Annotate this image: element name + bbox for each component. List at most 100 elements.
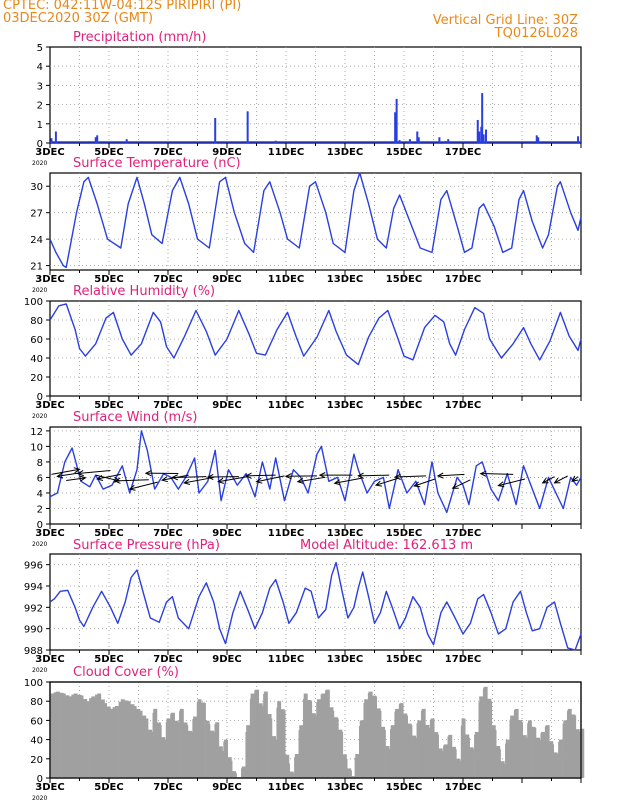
wind-arrow-head [296, 477, 304, 484]
wind-arrow-head [284, 473, 292, 480]
cloud-bar [505, 739, 510, 778]
precip-bar [94, 137, 97, 143]
cloud-bar [430, 718, 435, 778]
humidity-ytick-label: 40 [30, 354, 43, 365]
wind-arrow-head [318, 472, 326, 479]
wind-arrow-head [413, 481, 421, 488]
cloud-bar [241, 766, 246, 778]
temperature-ytick-label: 21 [30, 262, 43, 273]
humidity-ytick-label: 60 [30, 335, 43, 346]
cloud-bar [452, 749, 457, 778]
cloud-bar [470, 749, 475, 778]
temperature-xtick-label: 17DEC [445, 274, 481, 285]
cloud-bar [421, 708, 426, 778]
cloud-title: Cloud Cover (%) [73, 665, 179, 680]
wind-arrow-head [73, 467, 81, 474]
wind-arrow-head [255, 477, 263, 484]
cloud-bar [404, 715, 408, 778]
pressure-ytick-label: 990 [24, 625, 43, 636]
wind-xtick-label: 15DEC [386, 528, 422, 539]
temperature-year-label: 2020 [32, 287, 47, 294]
pressure-ytick-label: 988 [24, 646, 43, 657]
cloud-bar [148, 731, 153, 778]
cloud-bar [232, 773, 237, 778]
pressure-ytick-label: 992 [24, 603, 43, 614]
wind-arrow [256, 475, 285, 483]
precip-bar [50, 138, 53, 143]
cloud-bar [492, 730, 497, 778]
cloud-bar [368, 691, 373, 778]
cloud-bar [294, 754, 299, 778]
wind-arrow-head [144, 470, 152, 477]
cloud-bar [448, 734, 453, 778]
header-date: 03DEC2020 30Z (GMT) [3, 11, 154, 26]
humidity-ytick-label: 80 [30, 316, 43, 327]
cloud-bar [188, 731, 193, 778]
cloud-year-label: 2020 [32, 795, 47, 800]
wind-arrow-head [128, 484, 136, 491]
cloud-bar [53, 692, 58, 778]
cloud-bar [153, 708, 158, 778]
precip-bar [485, 129, 488, 143]
cloud-bar [510, 715, 515, 778]
cloud-bar [71, 694, 76, 778]
cloud-bar [179, 708, 184, 778]
temperature-line [49, 172, 582, 269]
cloud-bar [224, 739, 229, 778]
precip-bar [476, 119, 479, 143]
precip-bar [438, 137, 441, 143]
humidity-year-label: 2020 [32, 413, 47, 420]
cloud-bar [290, 773, 295, 778]
wind-arrow [57, 472, 82, 477]
cloud-bar [91, 696, 96, 778]
wind-xtick-label: 3DEC [35, 528, 64, 539]
cloud-bar [465, 737, 470, 778]
wind-arrow [297, 476, 325, 483]
cloud-bar [488, 701, 493, 778]
wind-xtick-label: 7DEC [153, 528, 182, 539]
wind-arrow-head [160, 476, 169, 483]
header-grid-line: Vertical Grid Line: 30Z [432, 13, 578, 28]
wind-arrow [395, 475, 427, 478]
cloud-bar [527, 720, 532, 778]
precipitation-xtick-label: 13DEC [327, 147, 363, 158]
wind-xtick-label: 13DEC [327, 528, 363, 539]
cloud-bar [483, 686, 488, 778]
precipitation-title: Precipitation (mm/h) [73, 30, 206, 45]
cloud-bar [228, 760, 233, 778]
wind-line [49, 430, 582, 514]
cloud-xtick-label: 13DEC [327, 782, 363, 793]
wind-year-label: 2020 [32, 541, 47, 548]
wind-arrow-head [206, 473, 214, 481]
cloud-bar [321, 693, 326, 778]
cloud-bar [55, 691, 60, 778]
cloud-bar [206, 724, 211, 778]
wind-ytick-label: 6 [37, 473, 43, 484]
pressure-line [49, 561, 582, 651]
cloud-bar [355, 754, 360, 778]
wind-arrow-head [79, 475, 87, 482]
wind-arrow [498, 478, 526, 487]
precip-bar [537, 137, 540, 143]
cloud-bar [263, 691, 268, 778]
temperature-xtick-label: 13DEC [327, 274, 363, 285]
cloud-bar [558, 739, 563, 778]
pressure-ytick-label: 996 [24, 561, 43, 572]
cloud-bar [339, 731, 344, 778]
temperature-xtick-label: 3DEC [35, 274, 64, 285]
cloud-ytick-label: 40 [30, 736, 43, 747]
wind-arrow [375, 477, 399, 486]
temperature-xtick-label: 7DEC [153, 274, 182, 285]
cloud-bar [77, 694, 82, 778]
wind-ytick-label: 8 [37, 458, 43, 469]
wind-xtick-label: 9DEC [212, 528, 241, 539]
cloud-bar [514, 708, 519, 778]
cloud-bar [219, 751, 224, 778]
cloud-bar [124, 700, 129, 778]
cloud-bar [373, 696, 378, 778]
precip-bar [408, 139, 411, 143]
precipitation-ytick-label: 1 [37, 120, 43, 131]
cloud-bar [439, 751, 444, 778]
humidity-xtick-label: 3DEC [35, 400, 64, 411]
precipitation-xtick-label: 15DEC [386, 147, 422, 158]
